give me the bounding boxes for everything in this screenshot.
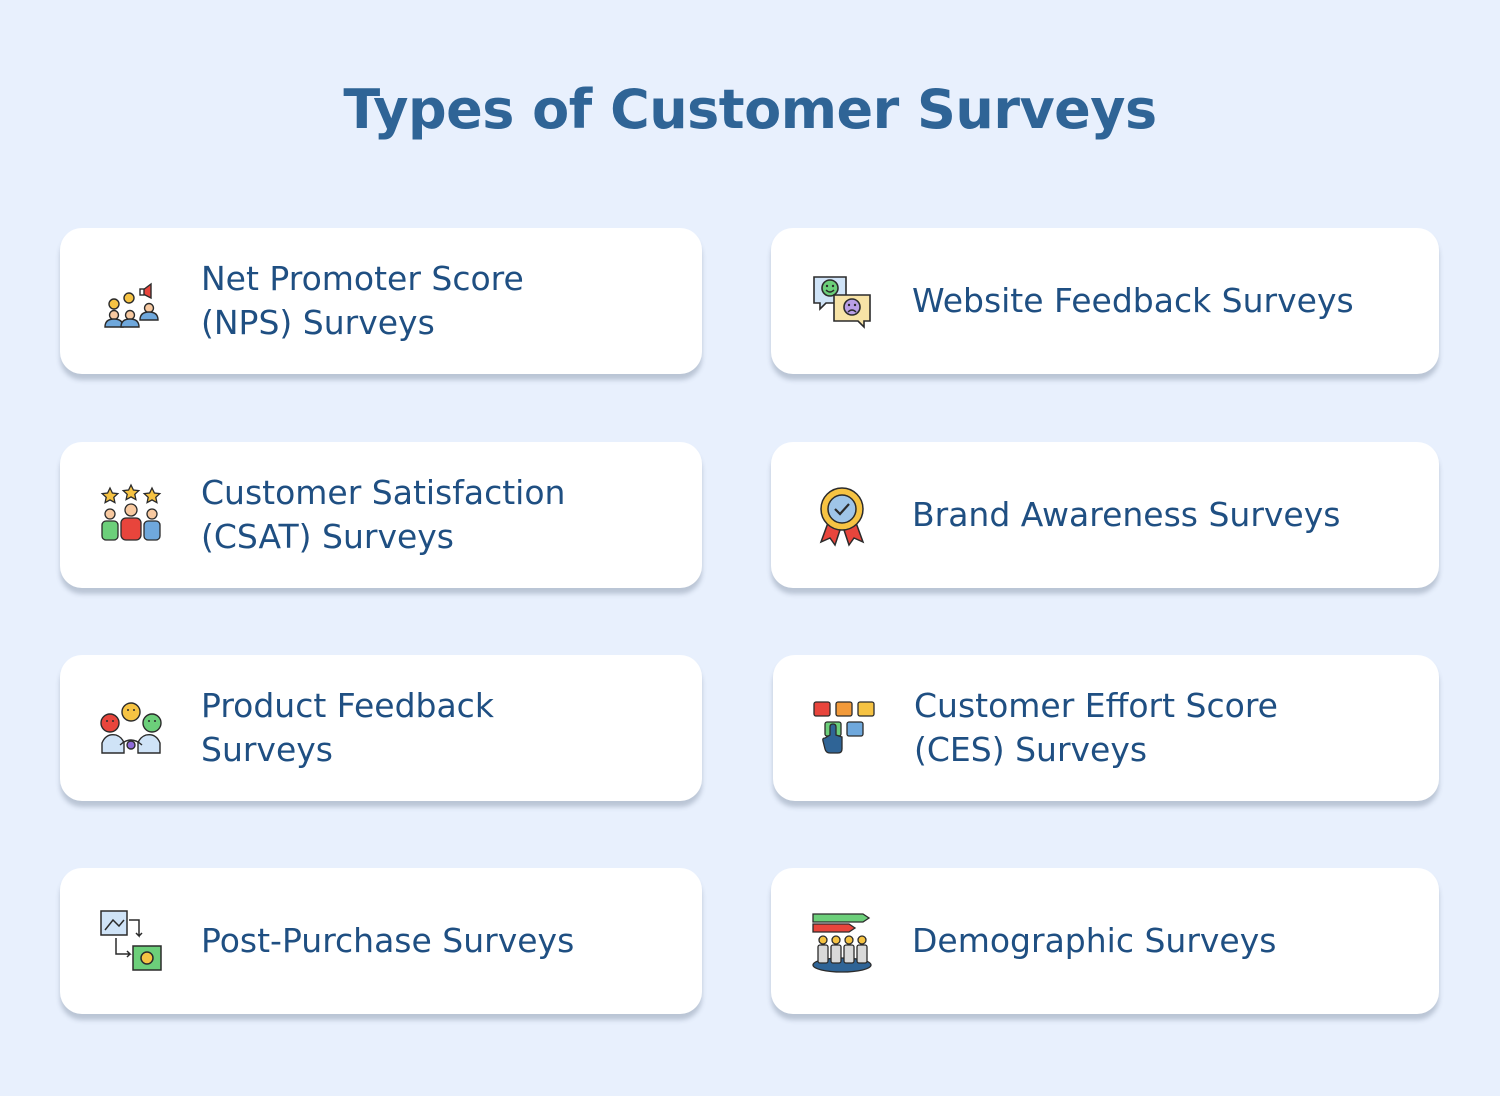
award-badge-icon (809, 482, 875, 548)
card-label: Brand Awareness Surveys (912, 495, 1341, 534)
card-label: Website Feedback Surveys (912, 281, 1354, 320)
card-product-feedback-surveys: Product Feedback Surveys (60, 655, 702, 801)
card-brand-awareness-surveys: Brand Awareness Surveys (771, 442, 1439, 588)
card-demographic-surveys: Demographic Surveys (771, 868, 1439, 1014)
purchase-flow-icon (98, 908, 164, 974)
card-label: Demographic Surveys (912, 921, 1277, 960)
demographic-group-icon (809, 908, 875, 974)
page-title: Types of Customer Surveys (343, 78, 1157, 141)
card-label: Customer Satisfaction (CSAT) Surveys (201, 473, 566, 556)
star-rating-people-icon (98, 482, 164, 548)
number-scale-icon (811, 695, 877, 761)
nps-people-icon (98, 268, 164, 334)
card-csat-surveys: Customer Satisfaction (CSAT) Surveys (60, 442, 702, 588)
card-nps-surveys: Net Promoter Score (NPS) Surveys (60, 228, 702, 374)
emoji-faces-icon (98, 695, 164, 761)
card-ces-surveys: Customer Effort Score (CES) Surveys (773, 655, 1439, 801)
card-label: Customer Effort Score (CES) Surveys (914, 686, 1278, 769)
card-website-feedback-surveys: Website Feedback Surveys (771, 228, 1439, 374)
card-label: Product Feedback Surveys (201, 686, 494, 769)
feedback-bubbles-icon (809, 268, 875, 334)
card-label: Post-Purchase Surveys (201, 921, 575, 960)
card-label: Net Promoter Score (NPS) Surveys (201, 259, 524, 342)
card-post-purchase-surveys: Post-Purchase Surveys (60, 868, 702, 1014)
